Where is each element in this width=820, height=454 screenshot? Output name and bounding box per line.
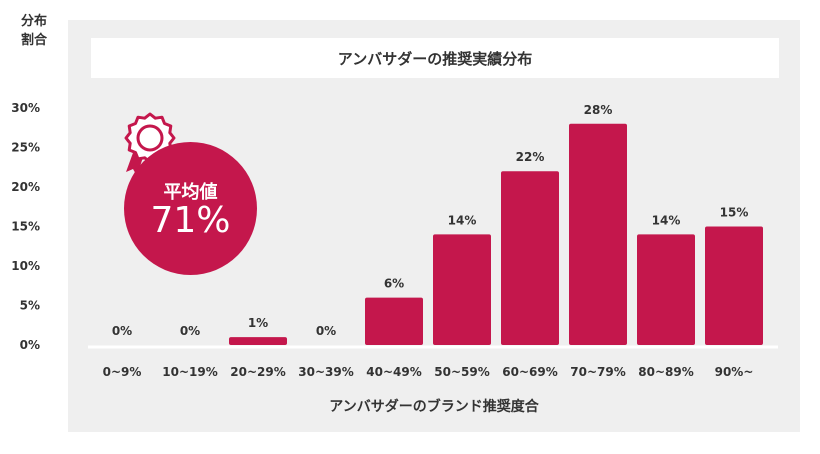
value-labels: 0% 0% 1% 0% 6% 14% 22% 28% 14% 15% bbox=[112, 103, 749, 338]
x-tick-label: 90%~ bbox=[715, 365, 754, 379]
bar bbox=[705, 226, 763, 345]
bar-value-label: 15% bbox=[720, 206, 749, 220]
y-tick-label: 0% bbox=[20, 338, 40, 352]
bar bbox=[365, 297, 423, 345]
x-tick-label: 20~29% bbox=[230, 365, 285, 379]
y-tick-label: 10% bbox=[11, 259, 40, 273]
x-axis-ticks: 0~9% 10~19% 20~29% 30~39% 40~49% 50~59% 60~69%… bbox=[103, 365, 754, 379]
bar-value-label: 6% bbox=[384, 277, 404, 291]
x-axis-label: アンバサダーのブランド推奨度合 bbox=[329, 399, 539, 415]
bar-value-label: 0% bbox=[112, 324, 132, 338]
bar-value-label: 14% bbox=[652, 213, 681, 227]
bar bbox=[433, 234, 491, 345]
bars bbox=[229, 123, 763, 345]
bar-value-label: 0% bbox=[316, 324, 336, 338]
y-tick-label: 25% bbox=[11, 141, 40, 155]
average-badge: 平均値 71% bbox=[124, 142, 257, 275]
x-tick-label: 10~19% bbox=[162, 365, 217, 379]
x-tick-label: 0~9% bbox=[103, 365, 142, 379]
x-tick-label: 30~39% bbox=[298, 365, 353, 379]
bar bbox=[501, 171, 559, 345]
y-tick-label: 30% bbox=[11, 101, 40, 115]
x-tick-label: 70~79% bbox=[570, 365, 625, 379]
y-tick-label: 20% bbox=[11, 180, 40, 194]
average-value: 71% bbox=[150, 200, 231, 241]
x-tick-label: 50~59% bbox=[434, 365, 489, 379]
bar-value-label: 0% bbox=[180, 324, 200, 338]
average-label: 平均値 bbox=[163, 182, 218, 203]
y-tick-label: 15% bbox=[11, 220, 40, 234]
x-tick-label: 40~49% bbox=[366, 365, 421, 379]
chart-title: アンバサダーの推奨実績分布 bbox=[91, 38, 779, 78]
y-axis-unit-label: 分布 割合 bbox=[20, 14, 47, 48]
bar-value-label: 22% bbox=[516, 150, 545, 164]
bar-value-label: 14% bbox=[448, 213, 477, 227]
bar bbox=[569, 123, 627, 345]
bar-value-label: 1% bbox=[248, 316, 268, 330]
x-tick-label: 80~89% bbox=[638, 365, 693, 379]
bar bbox=[229, 337, 287, 345]
bar-value-label: 28% bbox=[584, 103, 613, 117]
bar bbox=[637, 234, 695, 345]
x-tick-label: 60~69% bbox=[502, 365, 557, 379]
y-tick-label: 5% bbox=[20, 299, 40, 313]
y-axis-ticks: 0% 5% 10% 15% 20% 25% 30% bbox=[11, 101, 40, 352]
